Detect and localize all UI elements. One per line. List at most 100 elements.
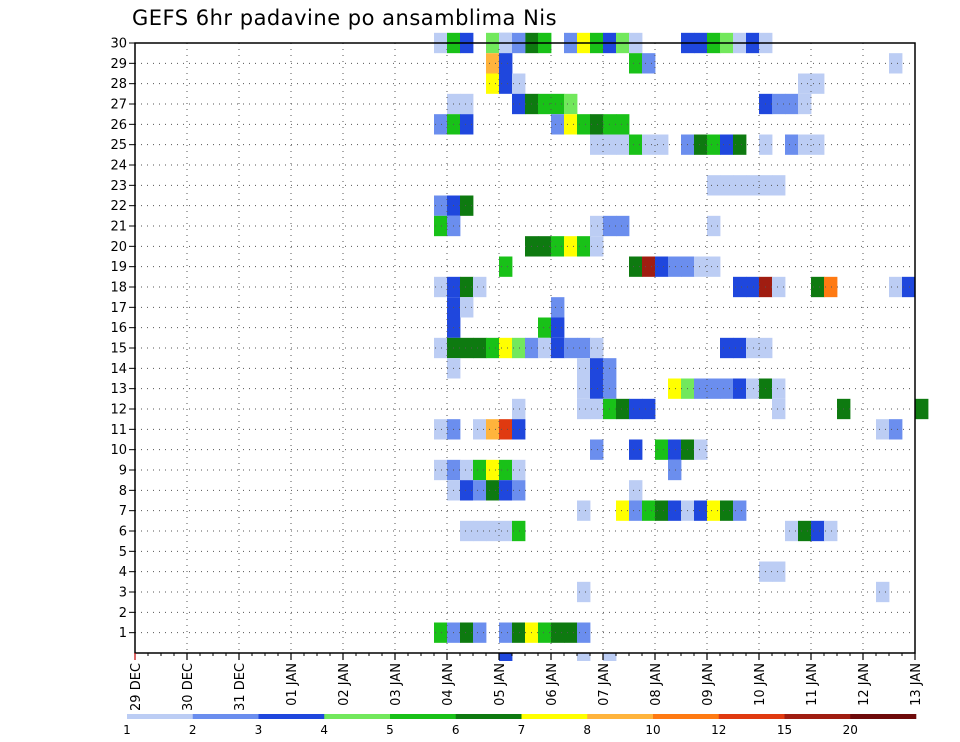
- heatmap-cell: [811, 134, 825, 155]
- heatmap-cell: [733, 276, 747, 298]
- heatmap-cell: [486, 53, 500, 74]
- x-tick-label: 05 JAN: [493, 663, 508, 706]
- heatmap-cell: [590, 398, 604, 420]
- heatmap-cell: [551, 114, 565, 135]
- heatmap-cell: [486, 520, 500, 542]
- heatmap-cell: [512, 337, 526, 359]
- heatmap-cell: [486, 337, 500, 359]
- heatmap-cell: [564, 622, 578, 643]
- x-tick-label: 13 JAN: [909, 663, 924, 706]
- x-tick-label: 08 JAN: [649, 663, 664, 706]
- heatmap-cell: [707, 500, 721, 521]
- colorbar-label: 4: [320, 723, 328, 737]
- heatmap-cell: [616, 500, 630, 521]
- heatmap-cell: [707, 134, 721, 155]
- heatmap-cell: [642, 134, 656, 155]
- heatmap-cell: [590, 215, 604, 237]
- heatmap-cell: [538, 317, 552, 338]
- heatmap-cell: [642, 256, 656, 277]
- heatmap-cell: [460, 480, 474, 501]
- heatmap-cell: [785, 93, 799, 115]
- heatmap-cell: [564, 337, 578, 359]
- heatmap-cell: [460, 520, 474, 542]
- heatmap-cell: [538, 622, 552, 643]
- heatmap-cell: [486, 459, 500, 481]
- colorbar-label: 10: [645, 723, 660, 737]
- heatmap-cells: [434, 32, 929, 661]
- y-tick-label: 3: [119, 586, 127, 601]
- heatmap-cell: [486, 419, 500, 440]
- y-tick-label: 15: [110, 342, 127, 357]
- heatmap-cell: [486, 480, 500, 501]
- x-tick-label: 09 JAN: [701, 663, 716, 706]
- heatmap-cell: [590, 134, 604, 155]
- x-tick-label: 06 JAN: [545, 663, 560, 706]
- heatmap-cell: [577, 398, 591, 420]
- heatmap-cell: [707, 215, 721, 237]
- heatmap-cell: [473, 337, 487, 359]
- heatmap-cell: [720, 175, 734, 196]
- heatmap-cell: [434, 622, 448, 643]
- y-tick-label: 7: [119, 504, 127, 519]
- heatmap-cell: [590, 358, 604, 379]
- y-tick-label: 23: [110, 179, 127, 194]
- heatmap-cell: [720, 134, 734, 155]
- heatmap-cell: [434, 195, 448, 216]
- heatmap-cell: [811, 73, 825, 94]
- heatmap-cell: [616, 215, 630, 237]
- x-tick-label: 29 DEC: [129, 663, 144, 711]
- colorbar-label: 7: [518, 723, 526, 737]
- heatmap-cell: [564, 236, 578, 257]
- heatmap-cell: [824, 276, 838, 298]
- heatmap-cell: [564, 114, 578, 135]
- colorbar-swatch: [324, 714, 391, 719]
- heatmap-cell: [551, 236, 565, 257]
- heatmap-cell: [629, 500, 643, 521]
- x-tick-label: 07 JAN: [597, 663, 612, 706]
- heatmap-cell: [577, 622, 591, 643]
- y-tick-label: 9: [119, 464, 127, 479]
- heatmap-cell: [590, 114, 604, 135]
- colorbar-label: 20: [843, 723, 858, 737]
- x-tick-label: 02 JAN: [337, 663, 352, 706]
- heatmap-cell: [590, 337, 604, 359]
- heatmap-cell: [668, 500, 682, 521]
- heatmap-cell: [499, 73, 513, 94]
- heatmap-cell: [642, 500, 656, 521]
- heatmap-cell: [746, 337, 760, 359]
- heatmap-cell: [473, 520, 487, 542]
- y-tick-label: 20: [110, 240, 127, 255]
- y-tick-label: 21: [110, 220, 127, 235]
- heatmap-cell: [668, 459, 682, 481]
- heatmap-cell: [512, 459, 526, 481]
- heatmap-cell: [603, 653, 617, 661]
- colorbar: 1 2 3 4 5 6 7 8 10 12 15 20: [123, 714, 917, 737]
- heatmap-cell: [512, 622, 526, 643]
- heatmap-cell: [889, 53, 903, 74]
- heatmap-cell: [434, 215, 448, 237]
- heatmap-cell: [642, 53, 656, 74]
- heatmap-cell: [707, 378, 721, 399]
- heatmap-cell: [577, 358, 591, 379]
- heatmap-cell: [824, 520, 838, 542]
- colorbar-swatch: [718, 714, 785, 719]
- heatmap-cell: [512, 520, 526, 542]
- heatmap-cell: [564, 93, 578, 115]
- y-tick-label: 12: [110, 403, 127, 418]
- heatmap-cell: [512, 480, 526, 501]
- heatmap-cell: [577, 581, 591, 603]
- colorbar-swatch: [390, 714, 457, 719]
- heatmap-cell: [616, 398, 630, 420]
- heatmap-cell: [538, 93, 552, 115]
- y-tick-label: 10: [110, 443, 127, 458]
- heatmap-cell: [733, 500, 747, 521]
- y-tick-label: 29: [110, 57, 127, 72]
- y-tick-label: 14: [110, 362, 127, 377]
- colorbar-label: 3: [255, 723, 263, 737]
- heatmap-cell: [889, 276, 903, 298]
- heatmap-cell: [473, 419, 487, 440]
- x-tick-label: 04 JAN: [441, 663, 456, 706]
- heatmap-cell: [668, 256, 682, 277]
- heatmap-cell: [499, 419, 513, 440]
